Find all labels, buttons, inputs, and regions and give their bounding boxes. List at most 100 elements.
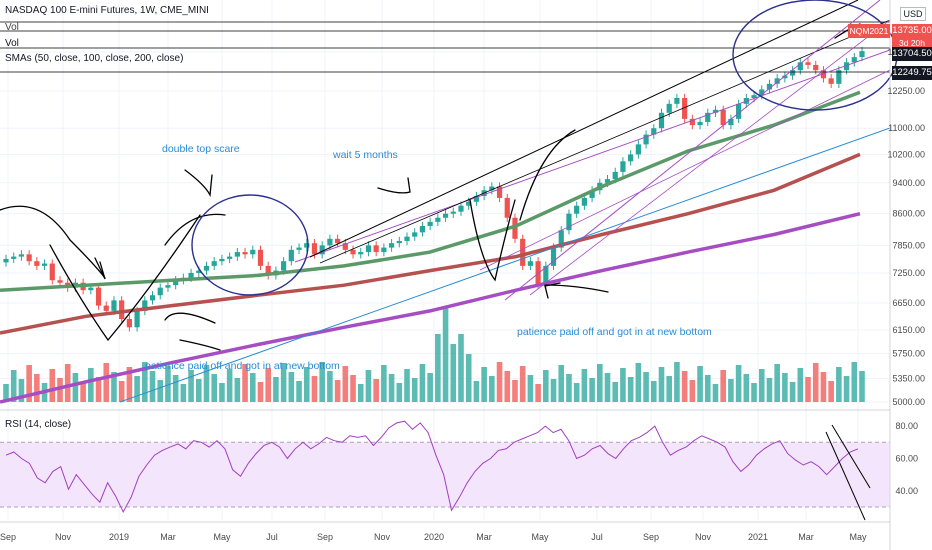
- drawn-arrow-1: [184, 169, 213, 198]
- grid: [0, 0, 890, 520]
- volume-bar: [188, 370, 194, 402]
- candle: [319, 245, 325, 255]
- rsi-trend-2: [825, 431, 866, 521]
- volume-bar: [650, 381, 657, 402]
- fan-line-3: [479, 69, 891, 271]
- drawn-arrow-3-tip: [544, 282, 561, 299]
- volume-bar: [473, 381, 480, 402]
- candle: [103, 305, 109, 311]
- volume-bar: [288, 372, 295, 402]
- candle: [651, 128, 657, 135]
- volume-bar: [720, 370, 726, 402]
- candle: [250, 249, 256, 255]
- candle: [751, 95, 757, 99]
- candle: [95, 287, 102, 306]
- annotations: double top scare wait 5 months patience …: [145, 143, 712, 372]
- price-tick-label: 7850.00: [892, 240, 925, 250]
- volume-bar: [357, 384, 364, 402]
- candle: [427, 221, 433, 227]
- volume-bar: [319, 362, 325, 402]
- volume-bar: [543, 370, 549, 402]
- candle: [265, 265, 271, 276]
- time-tick-label: Jul: [266, 532, 278, 542]
- volume-bar: [350, 375, 356, 402]
- time-tick-label: May: [213, 532, 231, 542]
- volume-bar: [697, 366, 703, 402]
- candle: [111, 300, 117, 311]
- volume-bar: [142, 362, 148, 402]
- volume-bar: [681, 371, 688, 402]
- volume-bar: [743, 374, 750, 402]
- volume-bar: [504, 371, 511, 402]
- price-tick-label: 5750.00: [892, 348, 925, 358]
- level-tag-1: 13704.50: [892, 47, 932, 61]
- volume-bar: [396, 383, 403, 402]
- level-tag-2: 12249.75: [892, 66, 932, 80]
- moving-averages: [0, 90, 861, 404]
- trendline-purple: [294, 49, 891, 263]
- volume-bar: [80, 382, 86, 402]
- candle: [88, 287, 94, 291]
- volume-bar: [3, 384, 9, 402]
- currency-label[interactable]: USD: [900, 7, 926, 21]
- volume-bar: [10, 370, 17, 402]
- volume-bar: [404, 369, 410, 402]
- candle: [797, 62, 803, 71]
- candle: [412, 232, 418, 237]
- candle: [658, 112, 665, 129]
- drawn-v-left: [49, 244, 109, 341]
- candle: [304, 243, 310, 248]
- volume-bar: [411, 378, 418, 402]
- time-tick-label: 2021: [748, 532, 768, 542]
- volume-bar: [797, 368, 804, 402]
- volume-bar: [597, 364, 603, 402]
- annotation-patience-right: patience paid off and got in at new bott…: [517, 326, 712, 338]
- candle: [489, 186, 495, 191]
- candle: [558, 230, 564, 248]
- candle: [520, 238, 526, 266]
- volume-bar: [805, 377, 811, 402]
- candle: [836, 70, 842, 84]
- candle: [466, 201, 472, 206]
- volume-bar: [627, 377, 634, 402]
- candle: [496, 186, 503, 198]
- volume-bar: [481, 367, 487, 402]
- volume-bar: [365, 370, 372, 402]
- sma50-line: [0, 90, 861, 292]
- candle: [227, 256, 233, 259]
- volume-bar: [758, 369, 765, 402]
- candle: [550, 247, 557, 266]
- price-tick-label: 5350.00: [892, 374, 925, 384]
- volume-bar: [172, 375, 179, 402]
- volume-bar: [72, 373, 79, 402]
- candle: [712, 109, 719, 113]
- price-tick-label: 9400.00: [892, 178, 925, 188]
- candle: [327, 238, 333, 246]
- volume-bar: [450, 344, 457, 402]
- annotation-double-top: double top scare: [162, 143, 240, 155]
- volume-bar: [712, 384, 719, 402]
- volume-bar: [643, 372, 649, 402]
- candle: [41, 263, 48, 266]
- candle: [828, 78, 834, 84]
- rsi-line: [5, 420, 859, 513]
- candle: [11, 256, 17, 259]
- volume-bar: [88, 368, 94, 402]
- candle: [805, 62, 811, 65]
- candle: [119, 300, 125, 320]
- volume-bar: [550, 379, 557, 402]
- volume-bar: [766, 378, 773, 402]
- volume-bar: [203, 365, 210, 402]
- volume-bar: [812, 363, 819, 402]
- volume-bar: [836, 367, 842, 402]
- drawn-v-covid: [469, 199, 516, 282]
- drawn-arc-4: [519, 129, 576, 221]
- volume-bar: [820, 372, 827, 402]
- annotation-patience-left: patience paid off and got in at new bott…: [145, 360, 340, 372]
- volume-bar: [751, 383, 757, 402]
- candle: [759, 89, 765, 96]
- volume-bar: [674, 362, 680, 402]
- volume-bar: [57, 378, 63, 402]
- candle: [173, 280, 179, 286]
